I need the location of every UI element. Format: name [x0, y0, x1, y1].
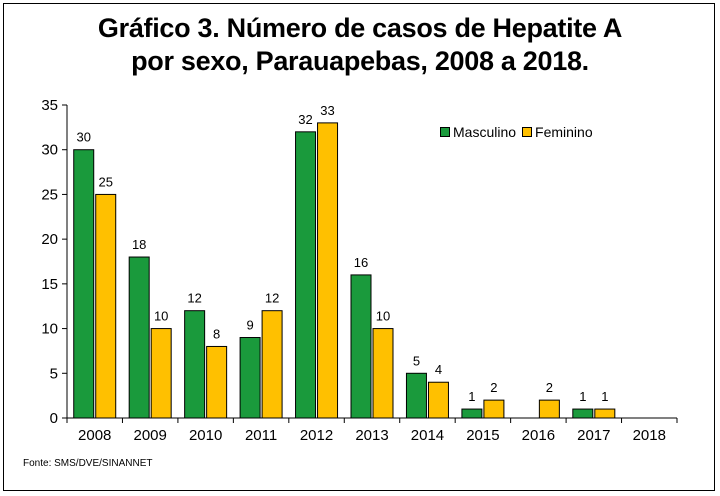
- chart-frame: [3, 3, 715, 491]
- legend-label-feminino: Feminino: [535, 124, 593, 140]
- bar-feminino-2014: [427, 381, 449, 419]
- data-label-masculino-2012: 32: [298, 112, 312, 127]
- x-tick-label-2015: 2015: [466, 427, 499, 444]
- y-tick-label-5: 5: [50, 365, 58, 382]
- chart-title-block: Gráfico 3. Número de casos de Hepatite A…: [0, 12, 720, 78]
- data-label-feminino-2017: 1: [601, 389, 608, 404]
- bar-masculino-2017: [572, 408, 594, 419]
- bar-masculino-2014: [405, 372, 427, 419]
- data-label-masculino-2008: 30: [76, 130, 90, 145]
- bar-feminino-2015: [483, 399, 505, 419]
- y-tick-label-25: 25: [41, 186, 58, 203]
- y-tick-label-10: 10: [41, 321, 58, 338]
- bar-masculino-2008: [73, 149, 95, 419]
- legend: Masculino Feminino: [440, 124, 599, 140]
- x-tick-label-2013: 2013: [355, 427, 388, 444]
- data-label-feminino-2008: 25: [98, 174, 112, 189]
- bar-feminino-2009: [150, 328, 172, 419]
- data-label-feminino-2014: 4: [435, 362, 442, 377]
- bar-masculino-2009: [128, 256, 150, 419]
- bar-feminino-2012: [317, 122, 339, 419]
- source-note: Fonte: SMS/DVE/SINANNET: [23, 458, 153, 469]
- chart-title: Gráfico 3. Número de casos de Hepatite A: [97, 13, 623, 43]
- bar-feminino-2013: [372, 328, 394, 419]
- bar-masculino-2010: [184, 310, 206, 419]
- x-tick-label-2008: 2008: [78, 427, 111, 444]
- data-label-masculino-2013: 16: [354, 255, 368, 270]
- data-label-masculino-2014: 5: [413, 353, 420, 368]
- data-label-feminino-2015: 2: [490, 380, 497, 395]
- bar-masculino-2013: [350, 274, 372, 419]
- chart-subtitle: por sexo, Parauapebas, 2008 a 2018.: [131, 46, 589, 76]
- data-label-feminino-2009: 10: [154, 309, 168, 324]
- y-tick-label-30: 30: [41, 142, 58, 159]
- data-label-masculino-2010: 12: [187, 291, 201, 306]
- x-tick-label-2017: 2017: [577, 427, 610, 444]
- bar-masculino-2012: [295, 131, 317, 419]
- x-tick-label-2012: 2012: [300, 427, 333, 444]
- bar-feminino-2011: [261, 310, 283, 419]
- data-label-masculino-2011: 9: [246, 318, 253, 333]
- bar-masculino-2011: [239, 337, 261, 419]
- legend-swatch-masculino: [440, 127, 450, 137]
- data-label-masculino-2009: 18: [132, 237, 146, 252]
- legend-item-masculino: Masculino: [440, 124, 516, 140]
- legend-item-feminino: Feminino: [522, 124, 593, 140]
- y-tick-label-35: 35: [41, 97, 58, 114]
- data-label-feminino-2010: 8: [213, 326, 220, 341]
- bar-masculino-2015: [461, 408, 483, 419]
- bar-feminino-2016: [538, 399, 560, 419]
- data-label-feminino-2011: 12: [265, 291, 279, 306]
- bar-feminino-2008: [95, 193, 117, 419]
- y-tick-label-0: 0: [50, 410, 58, 427]
- legend-label-masculino: Masculino: [453, 124, 517, 140]
- x-tick-label-2018: 2018: [633, 427, 666, 444]
- y-tick-label-15: 15: [41, 276, 58, 293]
- data-label-feminino-2013: 10: [376, 309, 390, 324]
- bar-feminino-2010: [206, 345, 228, 419]
- x-tick-label-2010: 2010: [189, 427, 222, 444]
- data-label-feminino-2016: 2: [546, 380, 553, 395]
- bar-feminino-2017: [594, 408, 616, 419]
- x-tick-label-2011: 2011: [245, 427, 277, 444]
- legend-swatch-feminino: [522, 127, 533, 137]
- x-tick-label-2009: 2009: [133, 427, 166, 444]
- data-label-feminino-2012: 33: [320, 103, 334, 118]
- x-tick-label-2016: 2016: [522, 427, 555, 444]
- x-tick-label-2014: 2014: [411, 427, 444, 444]
- data-label-masculino-2015: 1: [468, 389, 475, 404]
- y-tick-label-20: 20: [41, 231, 58, 248]
- data-label-masculino-2017: 1: [579, 389, 586, 404]
